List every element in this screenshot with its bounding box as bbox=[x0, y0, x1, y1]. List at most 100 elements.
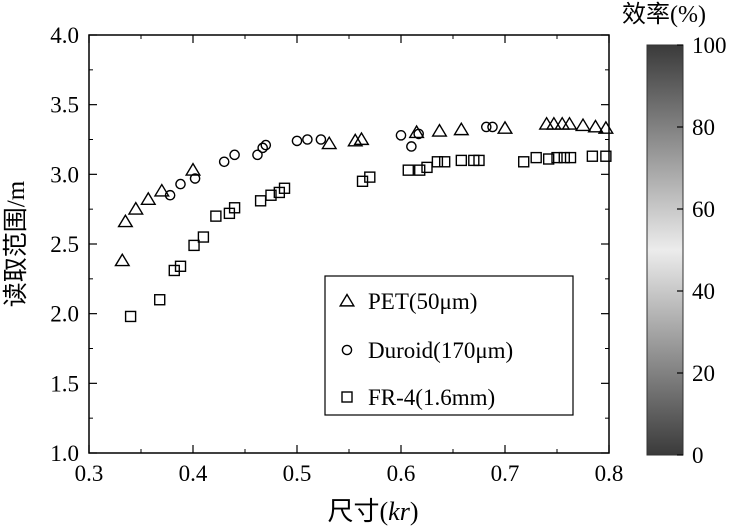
legend-items: PET(50μm) Duroid(170μm) FR-4(1.6mm) bbox=[338, 289, 513, 410]
circle-marker bbox=[257, 142, 268, 154]
circle-marker bbox=[175, 178, 186, 190]
legend-label: FR-4(1.6mm) bbox=[368, 385, 495, 410]
circle-marker bbox=[315, 134, 327, 145]
y-axis-label: 读取范围/m bbox=[2, 180, 30, 307]
triangle-marker bbox=[538, 116, 555, 130]
square-marker bbox=[473, 154, 485, 167]
y-tick-label: 4.0 bbox=[50, 23, 79, 48]
square-marker bbox=[265, 189, 277, 201]
colorbar-tick-label: 60 bbox=[692, 197, 715, 222]
square-marker bbox=[530, 151, 542, 164]
square-marker bbox=[168, 264, 180, 277]
circle-marker bbox=[480, 121, 492, 133]
circle-marker bbox=[302, 134, 313, 145]
circle-marker bbox=[164, 189, 176, 201]
colorbar-tick-label: 100 bbox=[692, 33, 727, 58]
x-tick-labels: 0.3 0.4 0.5 0.6 0.7 0.8 bbox=[75, 461, 624, 486]
triangle-marker bbox=[153, 183, 170, 197]
x-tick-label: 0.8 bbox=[595, 461, 624, 486]
square-marker bbox=[124, 310, 137, 323]
legend-label: PET(50μm) bbox=[368, 289, 477, 314]
circle-marker bbox=[189, 173, 201, 184]
square-marker bbox=[586, 150, 599, 162]
circle-marker bbox=[487, 121, 498, 133]
colorbar-title: 效率(%) bbox=[622, 1, 706, 28]
x-tick-label: 0.5 bbox=[283, 461, 312, 486]
square-marker bbox=[600, 150, 612, 162]
square-marker bbox=[197, 231, 210, 243]
circle-marker bbox=[218, 156, 230, 168]
square-marker bbox=[154, 294, 166, 306]
x-tick-label: 0.7 bbox=[491, 461, 520, 486]
colorbar-tick-label: 40 bbox=[692, 279, 715, 304]
y-tick-label: 2.0 bbox=[50, 302, 79, 327]
square-marker bbox=[421, 161, 433, 174]
x-tick-label: 0.4 bbox=[179, 461, 208, 486]
square-marker bbox=[402, 164, 414, 176]
triangle-marker bbox=[184, 162, 202, 176]
y-tick-labels: 1.0 1.5 2.0 2.5 3.0 3.5 4.0 bbox=[50, 23, 79, 466]
axis-ticks bbox=[88, 34, 610, 454]
triangle-marker bbox=[127, 201, 144, 215]
colorbar-tick-label: 20 bbox=[692, 361, 715, 386]
triangle-marker bbox=[545, 116, 562, 130]
square-marker bbox=[542, 153, 555, 165]
square-marker bbox=[564, 151, 577, 164]
circle-marker bbox=[406, 141, 417, 152]
square-marker bbox=[174, 260, 187, 272]
square-marker bbox=[438, 156, 451, 168]
circle-marker bbox=[252, 149, 263, 161]
colorbar: 效率(%) 0 20 40 60 80 100 bbox=[622, 1, 726, 468]
square-marker bbox=[254, 195, 267, 207]
square-marker bbox=[455, 154, 468, 167]
legend: PET(50μm) Duroid(170μm) FR-4(1.6mm) bbox=[324, 275, 574, 416]
legend-circle-marker bbox=[341, 344, 353, 356]
square-marker bbox=[278, 182, 291, 194]
x-tick-label: 0.6 bbox=[387, 461, 416, 486]
triangle-marker bbox=[347, 133, 364, 147]
circle-marker bbox=[413, 128, 424, 140]
y-tick-label: 1.5 bbox=[50, 371, 79, 396]
circle-marker bbox=[260, 139, 272, 151]
y-tick-label: 3.5 bbox=[50, 93, 79, 118]
square-marker bbox=[228, 202, 241, 214]
triangle-marker bbox=[114, 252, 131, 267]
x-axis-label-var: kr bbox=[388, 497, 411, 526]
x-axis-label-close: ) bbox=[410, 497, 419, 526]
triangle-marker bbox=[117, 213, 134, 228]
circle-marker bbox=[395, 130, 407, 141]
square-marker bbox=[414, 164, 426, 176]
triangle-marker bbox=[587, 119, 604, 133]
colorbar-ticks: 0 20 40 60 80 100 bbox=[677, 33, 727, 468]
triangle-marker bbox=[321, 135, 338, 150]
colorbar-gradient bbox=[646, 44, 684, 456]
square-marker bbox=[518, 156, 530, 168]
data-points bbox=[114, 116, 614, 323]
circle-marker bbox=[229, 149, 240, 161]
legend-label: Duroid(170μm) bbox=[368, 338, 513, 363]
triangle-marker bbox=[431, 123, 448, 137]
square-marker bbox=[431, 156, 444, 168]
x-tick-label: 0.3 bbox=[75, 461, 104, 486]
square-marker bbox=[188, 239, 200, 252]
x-axis-label: 尺寸(kr) bbox=[327, 497, 418, 526]
triangle-marker bbox=[453, 121, 470, 136]
triangle-marker bbox=[408, 124, 425, 139]
triangle-marker bbox=[496, 120, 514, 134]
triangle-marker bbox=[597, 120, 614, 134]
triangle-marker bbox=[353, 131, 370, 146]
triangle-marker bbox=[140, 191, 157, 205]
square-marker bbox=[364, 171, 376, 183]
colorbar-tick-label: 0 bbox=[692, 443, 704, 468]
legend-triangle-marker bbox=[338, 293, 356, 307]
square-marker bbox=[551, 151, 563, 164]
square-marker bbox=[210, 210, 222, 222]
triangle-marker bbox=[574, 117, 592, 132]
square-marker bbox=[558, 151, 570, 164]
legend-box bbox=[324, 275, 574, 416]
y-tick-label: 3.0 bbox=[50, 162, 79, 187]
legend-square-marker bbox=[341, 391, 353, 403]
triangle-marker bbox=[561, 116, 578, 130]
colorbar-tick-label: 80 bbox=[692, 115, 715, 140]
